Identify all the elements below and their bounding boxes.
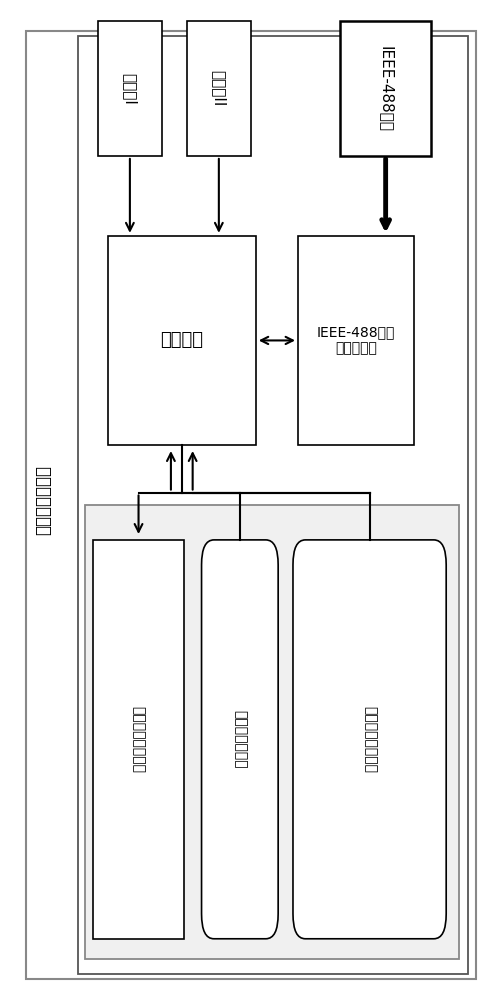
Bar bbox=[298, 236, 414, 445]
Text: 信号源I: 信号源I bbox=[122, 73, 137, 105]
Bar bbox=[108, 236, 256, 445]
Text: 信号源II: 信号源II bbox=[211, 70, 226, 107]
Bar bbox=[93, 540, 184, 939]
Bar bbox=[78, 36, 469, 974]
Bar bbox=[340, 21, 431, 156]
FancyBboxPatch shape bbox=[293, 540, 446, 939]
Text: 信号源功能区按键: 信号源功能区按键 bbox=[363, 706, 377, 773]
Bar bbox=[85, 505, 459, 959]
Bar bbox=[98, 21, 162, 156]
Text: 微处理器: 微处理器 bbox=[160, 331, 203, 349]
Text: 信号源联控电路: 信号源联控电路 bbox=[34, 465, 52, 535]
Text: IEEE-488总线: IEEE-488总线 bbox=[378, 46, 393, 132]
FancyBboxPatch shape bbox=[202, 540, 278, 939]
Text: IEEE-488总线
接口适配器: IEEE-488总线 接口适配器 bbox=[317, 325, 395, 356]
Text: 信号源选择开关: 信号源选择开关 bbox=[233, 710, 247, 769]
Text: 信号源状态显示屏: 信号源状态显示屏 bbox=[132, 706, 146, 773]
Bar bbox=[187, 21, 251, 156]
